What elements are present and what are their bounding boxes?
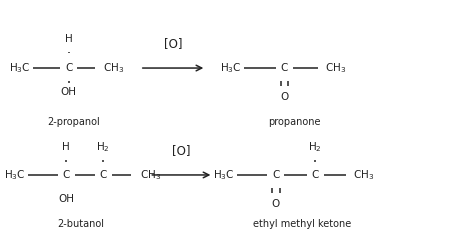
Text: [O]: [O] (164, 37, 182, 50)
Text: CH$_3$: CH$_3$ (103, 61, 125, 75)
Text: C: C (272, 170, 280, 180)
Text: OH: OH (61, 87, 77, 97)
Text: ethyl methyl ketone: ethyl methyl ketone (253, 218, 351, 229)
Text: CH$_3$: CH$_3$ (325, 61, 346, 75)
Text: H$_3$C: H$_3$C (220, 61, 242, 75)
Text: H: H (65, 34, 73, 44)
Text: propanone: propanone (268, 116, 320, 127)
Text: C: C (65, 63, 73, 73)
Text: C: C (63, 170, 70, 180)
Text: C: C (281, 63, 288, 73)
Text: H$_2$: H$_2$ (96, 140, 110, 154)
Text: 2-butanol: 2-butanol (57, 218, 104, 229)
Text: CH$_3$: CH$_3$ (353, 168, 374, 182)
Text: CH$_3$: CH$_3$ (140, 168, 161, 182)
Text: C: C (100, 170, 107, 180)
Text: O: O (280, 92, 289, 102)
Text: O: O (272, 199, 280, 209)
Text: H$_2$: H$_2$ (308, 140, 322, 154)
Text: H$_3$C: H$_3$C (9, 61, 31, 75)
Text: H$_3$C: H$_3$C (4, 168, 26, 182)
Text: 2-propanol: 2-propanol (47, 116, 100, 127)
Text: H$_3$C: H$_3$C (213, 168, 235, 182)
Text: OH: OH (58, 194, 74, 204)
Text: H: H (63, 142, 70, 152)
Text: C: C (311, 170, 319, 180)
Text: [O]: [O] (172, 144, 191, 157)
